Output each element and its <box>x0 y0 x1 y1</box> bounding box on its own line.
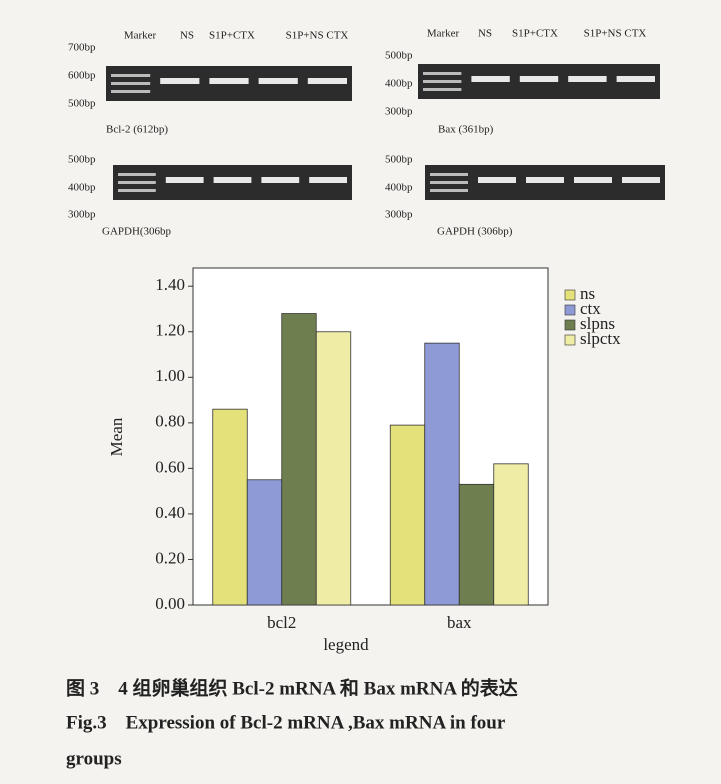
lane-label: Marker <box>427 28 460 40</box>
bar <box>282 314 317 605</box>
ladder-band <box>111 82 150 85</box>
caption-en: Fig.3 Expression of Bcl-2 mRNA ,Bax mRNA… <box>66 712 506 733</box>
ladder-label: 400bp <box>385 78 413 90</box>
ladder-label: 300bp <box>385 106 413 118</box>
x-axis-label: legend <box>323 635 369 654</box>
legend-swatch <box>565 290 575 300</box>
gel-band <box>259 78 298 84</box>
lane-label: S1P+NS CTX <box>584 28 647 40</box>
caption-en: groups <box>66 748 122 769</box>
figure: Mean legend 图 3 4 组卵巢组织 Bcl-2 mRNA 和 Bax… <box>0 0 721 784</box>
legend-swatch <box>565 305 575 315</box>
y-tick-label: 0.80 <box>155 412 185 431</box>
gel-band <box>568 76 606 82</box>
ladder-label: 300bp <box>385 209 413 221</box>
legend-swatch <box>565 335 575 345</box>
lane-label: NS <box>180 30 194 42</box>
lane-label: S1P+NS CTX <box>286 30 349 42</box>
y-tick-label: 0.00 <box>155 594 185 613</box>
gel-band <box>526 177 564 183</box>
ladder-label: 300bp <box>68 209 96 221</box>
gel-band <box>574 177 612 183</box>
gel-band <box>622 177 660 183</box>
y-tick-label: 1.20 <box>155 321 185 340</box>
ladder-label: 700bp <box>68 42 96 54</box>
ladder-band <box>111 90 150 93</box>
lane-label: NS <box>478 28 492 40</box>
y-tick-label: 0.20 <box>155 548 185 567</box>
y-tick-label: 0.40 <box>155 503 185 522</box>
y-axis-label: Mean <box>107 417 126 456</box>
gel-label: Bcl-2 (612bp) <box>106 124 168 136</box>
ladder-band <box>111 74 150 77</box>
ladder-band <box>423 88 461 91</box>
bar <box>316 332 351 605</box>
bar <box>247 480 282 605</box>
legend-label: slpctx <box>580 329 621 348</box>
gel-band <box>209 78 248 84</box>
gel-label: Bax (361bp) <box>438 124 494 136</box>
ladder-label: 500bp <box>68 154 96 166</box>
ladder-band <box>430 173 468 176</box>
gel-label: GAPDH (306bp) <box>437 226 513 238</box>
gel-label: GAPDH(306bp <box>102 226 172 238</box>
ladder-label: 400bp <box>68 182 96 194</box>
gel-band <box>160 78 199 84</box>
ladder-band <box>430 189 468 192</box>
gel-band <box>617 76 655 82</box>
ladder-band <box>423 72 461 75</box>
y-tick-label: 1.40 <box>155 275 185 294</box>
bar <box>425 343 460 605</box>
gel-band <box>471 76 509 82</box>
bar <box>213 409 248 605</box>
gel-band <box>308 78 347 84</box>
gel-band <box>166 177 204 183</box>
lane-label: S1P+CTX <box>512 28 558 40</box>
bar <box>390 425 425 605</box>
ladder-label: 500bp <box>385 154 413 166</box>
ladder-band <box>118 181 156 184</box>
ladder-band <box>118 173 156 176</box>
gel-band <box>520 76 558 82</box>
y-tick-label: 0.60 <box>155 457 185 476</box>
ladder-label: 600bp <box>68 70 96 82</box>
caption-cn: 图 3 4 组卵巢组织 Bcl-2 mRNA 和 Bax mRNA 的表达 <box>66 676 518 699</box>
ladder-band <box>430 181 468 184</box>
ladder-label: 500bp <box>385 50 413 62</box>
bar <box>494 464 529 605</box>
y-tick-label: 1.00 <box>155 366 185 385</box>
legend-swatch <box>565 320 575 330</box>
ladder-label: 500bp <box>68 98 96 110</box>
ladder-band <box>423 80 461 83</box>
lane-label: S1P+CTX <box>209 30 255 42</box>
ladder-band <box>118 189 156 192</box>
gel-band <box>478 177 516 183</box>
gel-band <box>261 177 299 183</box>
gel-band <box>214 177 252 183</box>
bar <box>459 484 494 605</box>
x-tick-label: bcl2 <box>267 613 296 632</box>
x-tick-label: bax <box>447 613 472 632</box>
lane-label: Marker <box>124 30 157 42</box>
ladder-label: 400bp <box>385 182 413 194</box>
gel-band <box>309 177 347 183</box>
